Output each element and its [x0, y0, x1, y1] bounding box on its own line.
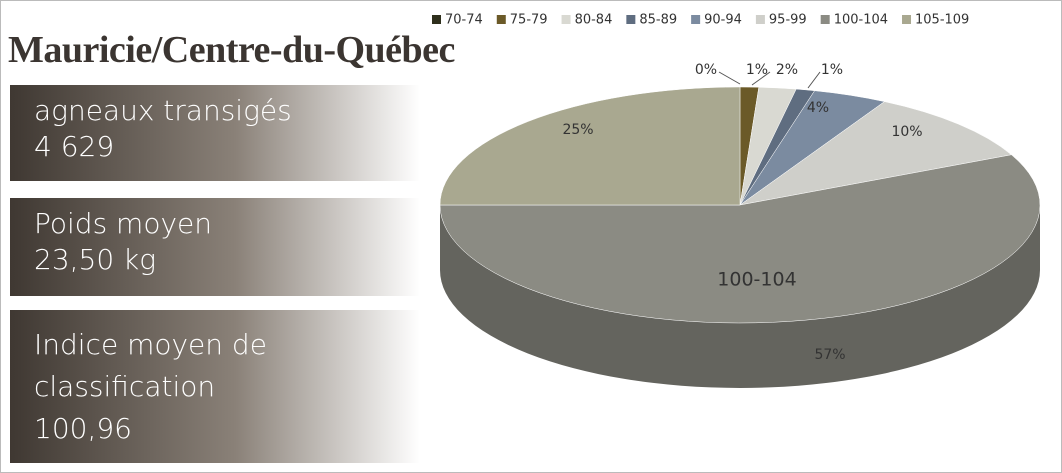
stat-label: Indice moyen de: [34, 328, 267, 361]
legend-swatch: [755, 15, 765, 24]
legend-swatch: [626, 15, 636, 24]
data-label: 4%: [807, 100, 829, 116]
legend-label: 105-109: [915, 13, 969, 28]
legend-swatch: [432, 15, 441, 24]
pie-slice: [439, 86, 741, 206]
legend-swatch: [820, 15, 830, 24]
legend-label: 75-79: [510, 13, 548, 28]
pie-slice: [439, 154, 1041, 324]
data-label: 1%: [821, 62, 843, 78]
legend-label: 100-104: [834, 13, 888, 28]
slice-name: 100-104: [717, 269, 796, 291]
stat-label: agneaux transigés: [34, 94, 292, 127]
data-label: 1%: [746, 62, 768, 78]
legend-label: 70-74: [445, 13, 483, 28]
data-label: 57%: [814, 347, 845, 363]
stat-box: Poids moyen 23,50 kg: [10, 198, 420, 296]
stat-label: Poids moyen: [34, 207, 213, 240]
stat-label: classification: [34, 370, 216, 403]
legend-swatch: [902, 15, 912, 24]
leader-line: [751, 71, 771, 86]
legend-swatch: [561, 15, 571, 24]
data-label: 2%: [776, 62, 798, 78]
data-label: 10%: [891, 124, 922, 140]
stat-value: 23,50 kg: [34, 243, 157, 276]
legend-swatch: [691, 15, 701, 24]
legend-label: 90-94: [704, 13, 742, 28]
title: Mauricie/Centre-du-Québec: [8, 29, 455, 71]
data-label: 25%: [562, 122, 593, 138]
legend-label: 95-99: [769, 13, 807, 28]
stat-box: agneaux transigés 4 629: [10, 85, 420, 181]
data-label: 0%: [695, 62, 717, 78]
stat-box: Indice moyen de classification 100,96: [10, 310, 420, 463]
leader-line: [718, 71, 741, 85]
stat-value: 100,96: [34, 412, 132, 445]
pie-slice: [739, 101, 1013, 206]
leader-line: [807, 71, 821, 89]
legend-label: 85-89: [639, 13, 677, 28]
stat-value: 4 629: [34, 130, 115, 163]
legend-swatch: [496, 15, 506, 24]
legend-label: 80-84: [575, 13, 613, 28]
pie-side: [440, 205, 1040, 388]
